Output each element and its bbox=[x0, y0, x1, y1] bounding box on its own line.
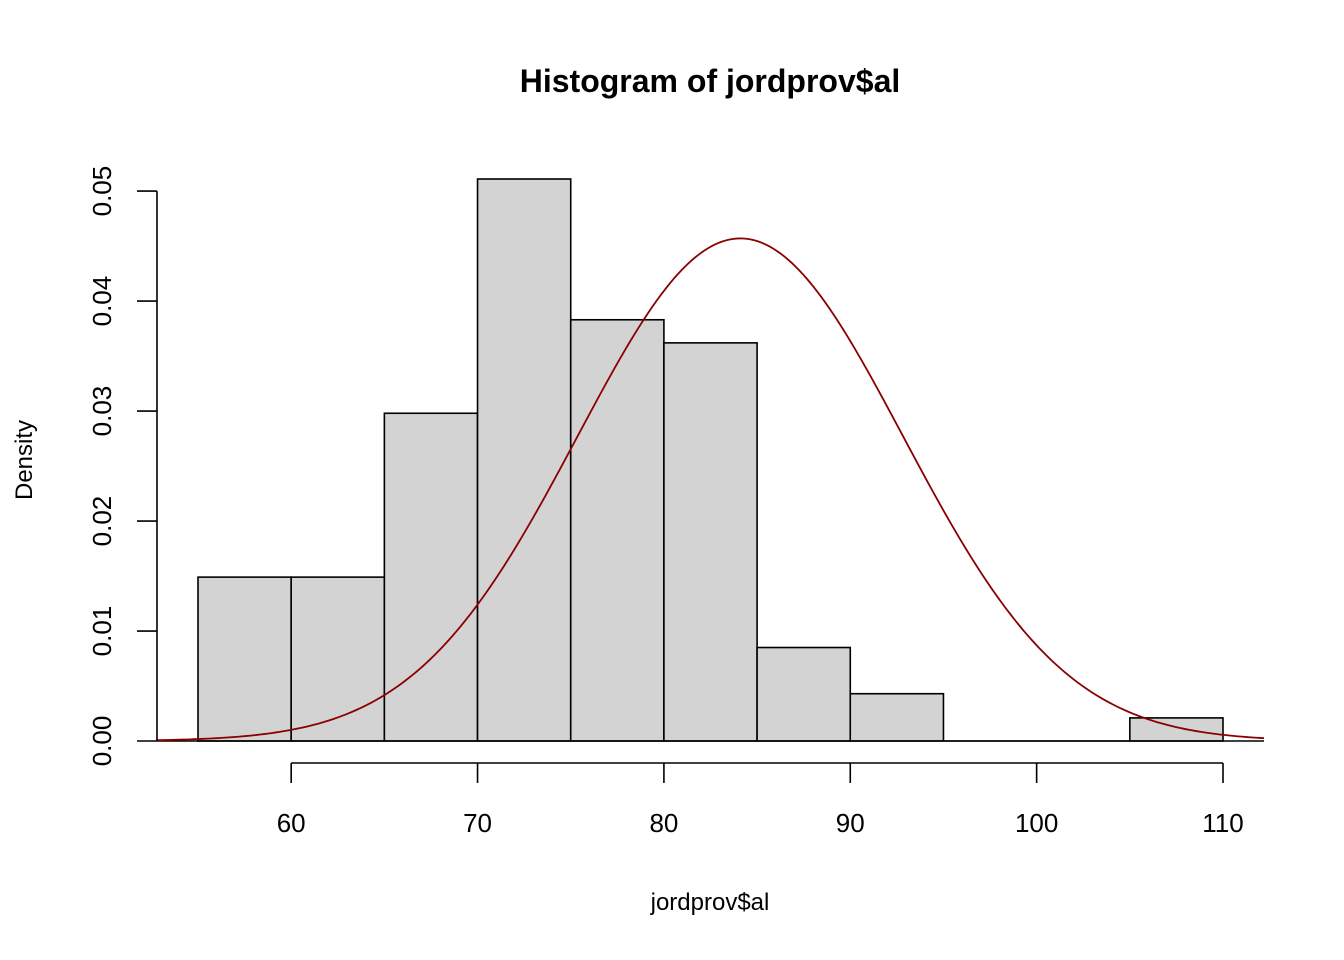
x-tick-label-90: 90 bbox=[836, 808, 865, 838]
y-tick-label-0.01: 0.01 bbox=[87, 606, 117, 657]
y-tick-label-0.04: 0.04 bbox=[87, 276, 117, 327]
chart-title: Histogram of jordprov$al bbox=[520, 63, 901, 99]
histogram-bar-85-90 bbox=[756, 646, 852, 742]
y-tick-label-0.02: 0.02 bbox=[87, 496, 117, 547]
y-tick-label-0.05: 0.05 bbox=[87, 166, 117, 217]
x-tick-label-70: 70 bbox=[463, 808, 492, 838]
histogram-bar-80-85 bbox=[663, 342, 758, 742]
x-tick-label-110: 110 bbox=[1202, 808, 1243, 838]
x-tick-label-100: 100 bbox=[1015, 808, 1058, 838]
normal-density-curve bbox=[156, 237, 1265, 742]
histogram-bar-65-70 bbox=[383, 412, 479, 742]
density-curve-layer bbox=[156, 237, 1265, 742]
y-axis-label: Density bbox=[11, 420, 38, 500]
histogram-bar-60-65 bbox=[290, 576, 386, 742]
histogram-bars bbox=[157, 178, 1264, 742]
y-axis: 0.00 0.01 0.02 0.03 0.04 0.05 bbox=[87, 166, 158, 767]
y-tick-label-0.03: 0.03 bbox=[87, 386, 117, 437]
histogram-bar-70-75 bbox=[476, 178, 572, 742]
x-axis: 60 70 80 90 100 110 bbox=[277, 762, 1244, 838]
histogram-bar-75-80 bbox=[569, 318, 665, 742]
x-axis-label: jordprov$al bbox=[650, 889, 770, 916]
histogram-bar-55-60 bbox=[197, 576, 292, 742]
x-tick-label-60: 60 bbox=[277, 808, 306, 838]
histogram-bar-90-95 bbox=[849, 692, 945, 742]
y-tick-label-0.00: 0.00 bbox=[87, 716, 117, 767]
histogram-bar-105-110 bbox=[1129, 717, 1224, 742]
x-tick-label-80: 80 bbox=[649, 808, 678, 838]
